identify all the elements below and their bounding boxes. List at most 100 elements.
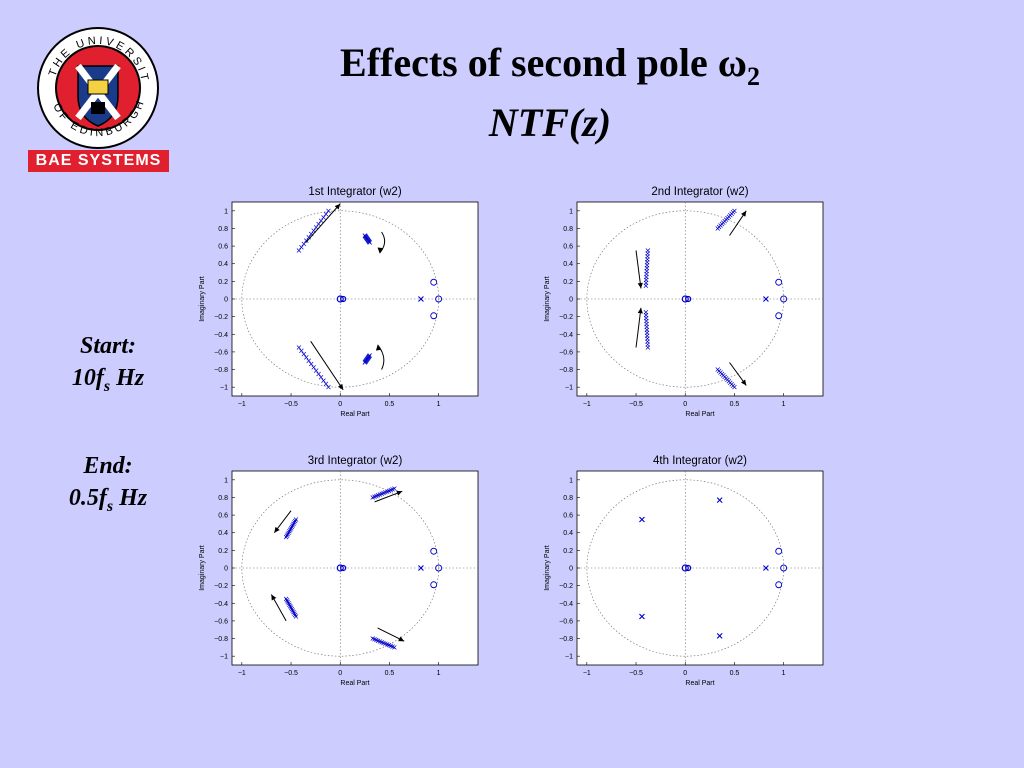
pole-zero-plot-1: 1st Integrator (w2) −1 −0.5 0 0.5 1 1 0.8 0.6 0.4…	[199, 186, 479, 418]
arrow-head	[637, 307, 643, 314]
pole-x	[370, 636, 375, 641]
x-tick-label: 1	[437, 401, 441, 408]
pole-x	[288, 605, 294, 610]
x-tick-label: 0	[338, 401, 342, 408]
y-tick-label: −0.2	[214, 583, 228, 590]
end-label: End:	[83, 453, 133, 479]
y-tick-label: −1	[565, 654, 573, 661]
y-tick-label: −0.4	[214, 601, 228, 608]
pole-zero-plot-2: 2nd Integrator (w2) −1 −0.5 0 0.5 1 1 0.8 0.6 0.4…	[544, 186, 824, 418]
trajectory-arrow	[635, 250, 643, 289]
pole-x	[326, 208, 331, 214]
arrow-head	[274, 526, 280, 533]
arrow-head	[338, 383, 344, 390]
y-axis-label: Imaginary Part	[199, 545, 206, 591]
origin-zero	[685, 564, 692, 572]
x-tick-label: 0.5	[385, 670, 395, 677]
title-sub-index: 2	[746, 62, 760, 91]
x-tick-label: 1	[437, 670, 441, 677]
x-tick-label: 0	[683, 401, 687, 408]
pole-x	[299, 348, 304, 354]
y-tick-label: −0.6	[214, 349, 228, 356]
trajectory-arrow	[377, 627, 405, 642]
start-sub: s	[103, 377, 111, 395]
pole-marker	[716, 633, 723, 639]
pole-x	[377, 639, 383, 644]
zero-marker	[430, 581, 438, 589]
arrow-head	[398, 636, 405, 642]
y-tick-label: −0.6	[559, 618, 573, 625]
pole-x	[289, 606, 295, 612]
origin-zero	[681, 564, 689, 572]
arrow-head	[334, 203, 341, 210]
pole-x	[283, 596, 289, 602]
pole-x	[287, 602, 292, 607]
end-value: 0.5f	[68, 485, 107, 511]
chart-title: 4th Integrator (w2)	[653, 455, 747, 467]
pole-trajectory	[715, 367, 737, 390]
x-axis-label: Real Part	[340, 680, 369, 687]
pole-x	[323, 211, 329, 217]
pole-x	[374, 637, 379, 643]
pole-x	[326, 384, 331, 390]
pole-x	[367, 240, 373, 245]
pole-x	[296, 248, 302, 253]
pole-x	[643, 283, 649, 289]
x-tick-label: −0.5	[629, 670, 643, 677]
origin-zero	[340, 564, 347, 572]
arrow-head	[377, 247, 383, 254]
y-tick-label: −0.8	[214, 367, 228, 374]
unit-circle	[586, 479, 784, 657]
pole-x	[381, 640, 386, 646]
pole-marker	[418, 565, 424, 571]
arrow-head	[740, 379, 747, 386]
zero-marker	[430, 312, 438, 320]
pole-x	[308, 361, 314, 367]
x-tick-label: 0	[683, 670, 687, 677]
brand-logo: BAE SYSTEMS	[28, 150, 169, 172]
end-sub: s	[106, 497, 114, 515]
x-tick-label: 0.5	[730, 670, 740, 677]
pole-x	[732, 208, 737, 214]
y-tick-label: 0.4	[563, 261, 573, 268]
pole-x	[323, 381, 329, 387]
x-tick-label: −1	[583, 401, 591, 408]
pole-x	[316, 371, 321, 377]
y-tick-label: 0.6	[218, 513, 228, 520]
pole-zero-plot-4: 4th Integrator (w2) −1 −0.5 0 0.5 1 1 0.8 0.6 0.4…	[544, 455, 824, 687]
arrow-head	[271, 594, 277, 601]
trajectory-arrow	[310, 341, 344, 391]
x-axis-label: Real Part	[340, 411, 369, 418]
trajectory-arrow	[729, 210, 747, 236]
x-tick-label: 0	[338, 670, 342, 677]
y-tick-label: −0.2	[559, 314, 573, 321]
trajectory-arrow	[375, 344, 385, 370]
origin-zero	[340, 295, 347, 303]
pole-x	[285, 599, 291, 605]
x-axis-label: Real Part	[685, 680, 714, 687]
pole-x	[301, 351, 307, 357]
trajectory-arrow	[377, 231, 386, 254]
pole-marker	[716, 497, 723, 503]
unit-circle	[586, 210, 784, 388]
y-tick-label: −0.8	[559, 636, 573, 643]
pole-x	[291, 609, 296, 615]
pole-trajectory	[296, 208, 331, 253]
pole-x	[286, 601, 291, 606]
pole-x	[392, 645, 397, 650]
y-tick-label: 1	[569, 477, 573, 484]
pole-x	[306, 358, 311, 363]
pole-x	[388, 643, 393, 649]
pole-x	[304, 355, 309, 360]
pole-x	[304, 238, 309, 243]
pole-x	[301, 241, 307, 247]
origin-zero	[336, 295, 344, 303]
pole-x	[308, 231, 314, 237]
start-label: Start:	[79, 333, 136, 359]
x-tick-label: 1	[782, 670, 786, 677]
arrow-head	[637, 282, 643, 289]
pole-x	[293, 517, 299, 522]
pole-trajectory	[643, 248, 651, 289]
y-axis-label: Imaginary Part	[544, 276, 551, 322]
pole-marker	[418, 296, 424, 302]
